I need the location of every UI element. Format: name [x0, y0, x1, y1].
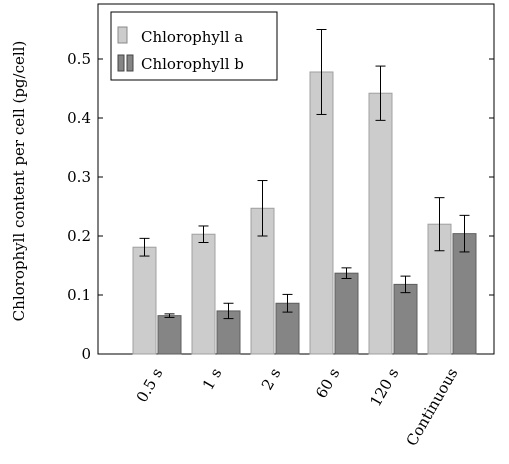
bar-chlorophyll-b-120-s: [393, 283, 418, 355]
legend: Chlorophyll a Chlorophyll b: [110, 11, 278, 81]
y-tick-label-4: 0.4: [67, 109, 91, 127]
y-axis-ticks: 0 0.1 0.2 0.3 0.4 0.5: [67, 50, 494, 363]
y-axis-label: Chlorophyll content per cell (pg/cell): [10, 41, 28, 322]
y-tick-label-5: 0.5: [67, 50, 91, 68]
y-tick-label-2: 0.2: [67, 227, 91, 245]
bars: [132, 71, 477, 355]
legend-box: [110, 11, 278, 81]
error-bars: [139, 29, 470, 320]
y-tick-label-0: 0: [81, 345, 91, 363]
legend-swatch-chlorophyll-a: [117, 26, 128, 44]
bar-chlorophyll-a-120-s: [368, 92, 393, 355]
x-tick-label-60-s: 60 s: [312, 365, 343, 401]
x-axis-ticks: 0.5 s 1 s 2 s 60 s 120 s Continuous: [133, 365, 462, 449]
y-tick-label-3: 0.3: [67, 168, 91, 186]
legend-swatch-chlorophyll-b-right: [126, 54, 134, 72]
legend-label-chlorophyll-b: Chlorophyll b: [141, 55, 244, 73]
bar-chlorophyll-b-60-s: [334, 272, 359, 355]
y-tick-label-1: 0.1: [67, 286, 91, 304]
legend-label-chlorophyll-a: Chlorophyll a: [141, 28, 243, 46]
x-tick-label-continuous: Continuous: [403, 365, 462, 449]
bar-chlorophyll-a-0-5-s: [132, 246, 157, 355]
x-tick-label-120-s: 120 s: [366, 365, 402, 410]
bar-chlorophyll-b-0-5-s: [157, 315, 182, 355]
x-tick-label-1-s: 1 s: [199, 365, 226, 393]
legend-swatch-chlorophyll-b-left: [117, 54, 125, 72]
x-tick-label-0-5-s: 0.5 s: [133, 365, 167, 405]
bar-chlorophyll-a-1-s: [191, 233, 216, 355]
x-tick-label-2-s: 2 s: [258, 365, 285, 393]
